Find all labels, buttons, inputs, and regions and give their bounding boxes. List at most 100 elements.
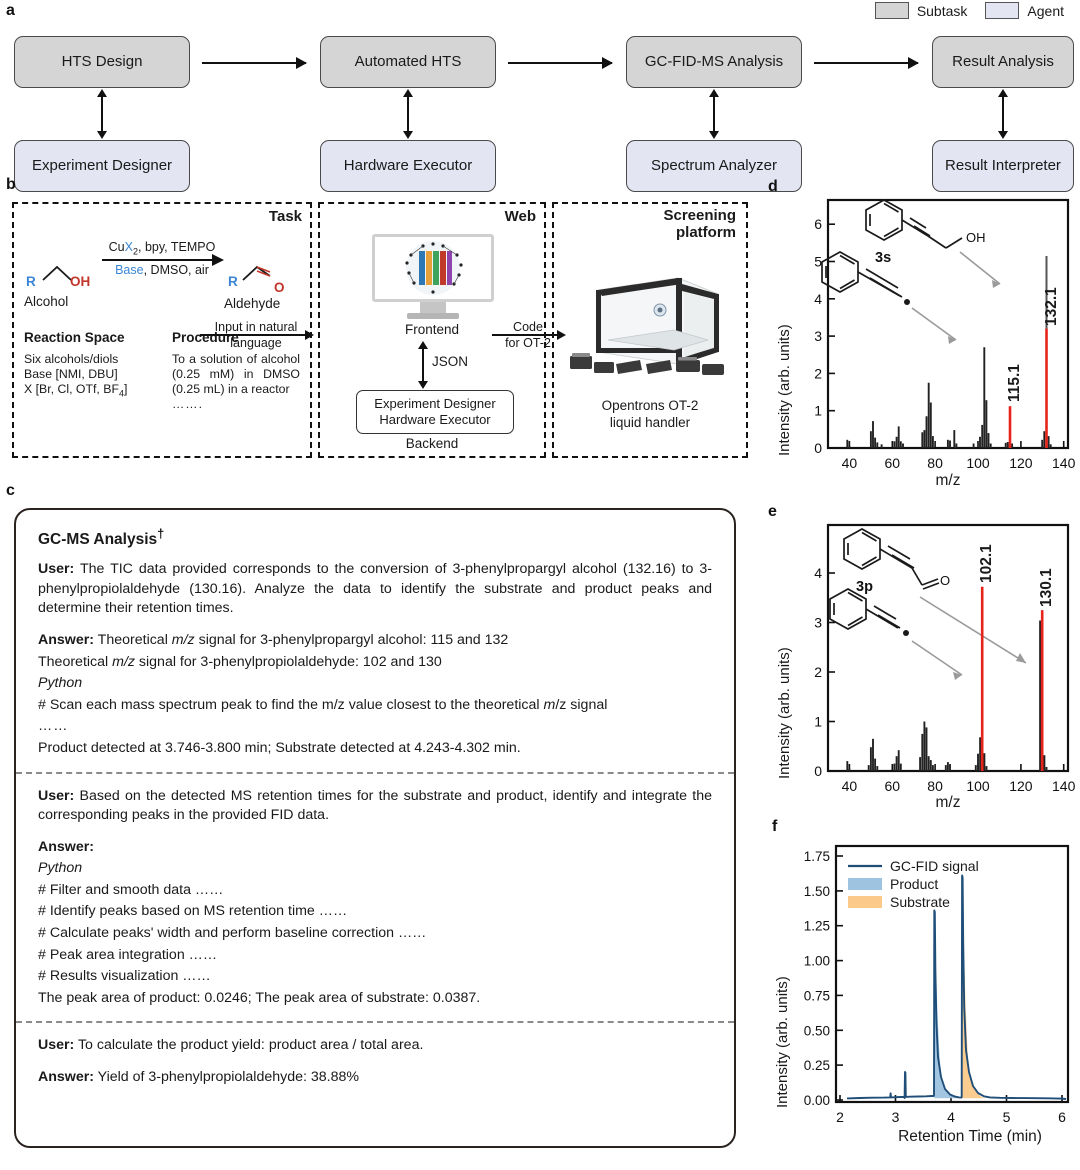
reaction-scheme: R OH Alcohol CuX2, bpy, TEMPO Base, DMSO…: [22, 238, 306, 312]
panel-e-letter: e: [768, 503, 777, 520]
backend-line-2: Hardware Executor: [379, 412, 491, 427]
block-1-answer-line-4: ……: [38, 718, 69, 735]
node-agent-spectrum-analyzer[interactable]: Spectrum Analyzer: [626, 140, 802, 192]
alcohol-structure-icon: [42, 265, 72, 281]
json-label: JSON: [432, 354, 469, 369]
arrow-1-line-2: language: [230, 335, 282, 350]
svg-text:60: 60: [885, 778, 901, 794]
block-1-answer-line-3: # Scan each mass spectrum peak to find t…: [38, 696, 608, 713]
svg-text:4: 4: [814, 291, 822, 307]
block-1-answer-label: Answer:: [38, 631, 94, 648]
svg-text:3: 3: [814, 615, 822, 631]
block-2-answer-line-0: Python: [38, 860, 83, 877]
block-2-answer-line-6: The peak area of product: 0.0246; The pe…: [38, 989, 481, 1006]
panel-e-peak-label-102: 102.1: [978, 544, 995, 583]
svg-text:0.50: 0.50: [804, 1023, 830, 1038]
legend-swatch-substrate: [848, 896, 882, 908]
node-agent-hardware-executor[interactable]: Hardware Executor: [320, 140, 496, 192]
transcript-block-2: User: Based on the detected MS retention…: [38, 787, 712, 1009]
transcript-block-3: User: To calculate the product yield: pr…: [38, 1036, 712, 1087]
block-2-user-turn: User: Based on the detected MS retention…: [38, 787, 712, 826]
flow-arrow-1-2: [202, 62, 306, 64]
aldehyde-r-label: R: [228, 274, 238, 289]
svg-text:6: 6: [814, 216, 822, 232]
svg-text:80: 80: [927, 455, 943, 471]
panel-a-workflow: a Subtask Agent HTS Design Experiment De…: [0, 0, 1080, 192]
block-3-user-text: To calculate the product yield: product …: [74, 1037, 424, 1054]
panel-f-letter: f: [772, 818, 778, 835]
svg-text:40: 40: [842, 455, 858, 471]
radical-dot-icon: [904, 299, 910, 305]
panel-a-letter: a: [6, 2, 15, 19]
block-2-answer-line-3: # Calculate peaks' width and perform bas…: [38, 925, 427, 942]
procedure-heading: Procedure: [172, 330, 239, 345]
panel-f-gc-fid-chromatogram: f Intensity (arb. units) 0.00 0.25 0.50 …: [760, 812, 1080, 1165]
structure-3s-alcohol-icon: [865, 199, 963, 249]
arrow-2-line-2: for OT-2: [505, 335, 551, 350]
aldehyde-structure-icon: [242, 265, 271, 281]
arrow-2-line: [492, 329, 566, 340]
ms-peaks-black: [846, 347, 1052, 448]
block-1-answer-line-1: Theoretical m/z signal for 3-phenylpropi…: [38, 653, 442, 670]
platform-title: Screening platform: [663, 207, 736, 241]
reaction-space-line-1: Six alcohols/diols: [24, 352, 119, 366]
legend-swatch-subtask: [874, 2, 909, 19]
svg-text:4: 4: [947, 1109, 955, 1125]
svg-text:1.50: 1.50: [804, 884, 830, 899]
panel-d-letter: d: [768, 178, 778, 195]
block-1-answer-text-0: Theoretical m/z signal for 3-phenylpropa…: [97, 631, 509, 648]
panel-a-legend: Subtask Agent: [874, 2, 1074, 19]
ms-peaks-black-e: [846, 620, 1048, 771]
panel-e-mass-spectrum-product: e Intensity (arb. units) 0 1 2 3 4 4: [760, 495, 1080, 811]
link-arrow-4: [1002, 96, 1004, 132]
node-subtask-hts-design[interactable]: HTS Design: [14, 36, 190, 88]
panel-e-peak-label-130: 130.1: [1038, 568, 1055, 607]
legend-label-substrate: Substrate: [890, 894, 950, 910]
arrow-input-natural-language: Input in natural language: [200, 320, 314, 350]
arrow-1-line: [200, 329, 314, 340]
block-2-answer-line-1: # Filter and smooth data ……: [38, 881, 224, 898]
gcms-card-title-text: GC-MS Analysis: [38, 531, 158, 549]
product-integration-area: [934, 910, 959, 1099]
platform-title-line-1: Screening: [663, 207, 736, 224]
legend-swatch-product: [848, 878, 882, 890]
structure-phenylacetylide-icon-e: [829, 588, 901, 630]
structure-phenylacetylide-icon: [821, 251, 903, 298]
block-2-answer-line-5: # Results visualization ……: [38, 968, 211, 985]
svg-text:0: 0: [814, 440, 822, 456]
backend-agents-box[interactable]: Experiment Designer Hardware Executor: [356, 390, 514, 434]
svg-text:140: 140: [1052, 778, 1076, 794]
block-3-user-label: User:: [38, 1037, 75, 1054]
svg-text:2: 2: [814, 664, 822, 680]
svg-text:0: 0: [814, 763, 822, 779]
panel-e-svg: 0 1 2 3 4 40 60 80 100 120 140: [814, 523, 1076, 794]
svg-text:120: 120: [1009, 455, 1033, 471]
node-subtask-result-analysis[interactable]: Result Analysis: [932, 36, 1074, 88]
gcms-title-dagger: †: [157, 526, 165, 541]
label-oh: OH: [966, 230, 986, 245]
svg-text:1: 1: [814, 714, 822, 730]
block-2-user-label: User:: [38, 787, 75, 804]
svg-text:4: 4: [814, 565, 822, 581]
svg-text:3: 3: [814, 328, 822, 344]
json-link-arrow: [422, 348, 424, 382]
panel-b-letter: b: [6, 176, 16, 193]
task-box-title: Task: [268, 208, 302, 225]
svg-text:2: 2: [836, 1109, 844, 1125]
node-subtask-automated-hts[interactable]: Automated HTS: [320, 36, 496, 88]
panel-b-system-overview: b Task R OH Alcohol CuX2, bpy, TEMPO Ba: [0, 176, 760, 478]
node-agent-result-interpreter[interactable]: Result Interpreter: [932, 140, 1074, 192]
wellplate-graphic-icon: [405, 241, 463, 295]
legend-label-gcfid-signal: GC-FID signal: [890, 858, 979, 874]
panel-e-xlabel: m/z: [935, 794, 961, 811]
node-subtask-gc-fid-ms-analysis[interactable]: GC-FID-MS Analysis: [626, 36, 802, 88]
link-arrow-3: [713, 96, 715, 132]
svg-text:5: 5: [1003, 1109, 1011, 1125]
node-agent-experiment-designer[interactable]: Experiment Designer: [14, 140, 190, 192]
link-arrow-2: [407, 96, 409, 132]
backend-line-1: Experiment Designer: [374, 395, 496, 411]
block-1-user-text: The TIC data provided corresponds to the…: [38, 561, 712, 617]
svg-text:100: 100: [966, 455, 990, 471]
transcript-divider-1: [16, 771, 734, 774]
block-2-answer-label: Answer:: [38, 838, 94, 855]
